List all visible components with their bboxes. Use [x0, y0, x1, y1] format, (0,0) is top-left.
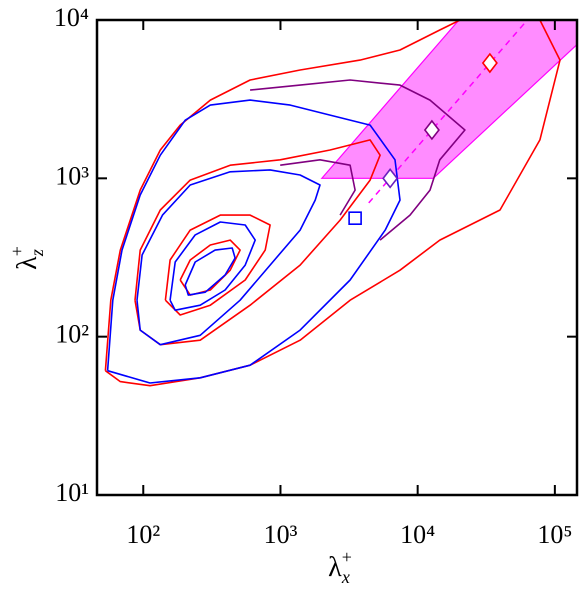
plot-area — [104, 20, 577, 387]
label-sup: + — [7, 246, 27, 256]
y-tick-label: 10¹ — [55, 478, 89, 507]
axes-frame — [95, 18, 579, 497]
contour-line — [280, 159, 356, 216]
ylabel-label: λ+z — [7, 246, 47, 270]
x-tick-label: 10⁴ — [400, 520, 435, 549]
square-marker — [348, 211, 362, 226]
contour-line — [250, 79, 466, 241]
x-tick-label: 10² — [126, 520, 160, 549]
diamond-marker — [481, 52, 498, 74]
x-tick-label: 10⁵ — [537, 520, 572, 549]
dashed-line — [368, 20, 528, 204]
label-sup: + — [342, 547, 352, 567]
label-sub: z — [27, 249, 47, 257]
contour-line — [106, 99, 401, 384]
diamond-marker — [382, 168, 399, 189]
contour-line — [134, 139, 381, 346]
x-tick-label: 10³ — [264, 520, 298, 549]
contour-line — [104, 20, 561, 387]
diamond-marker — [423, 119, 440, 141]
shaded-region — [320, 20, 577, 179]
contour-line — [169, 221, 256, 311]
contour-line — [136, 169, 321, 346]
contour-line — [184, 247, 236, 296]
label-base: λ — [12, 256, 43, 270]
y-tick-label: 10⁴ — [54, 3, 89, 32]
y-tick-label: 10³ — [55, 161, 89, 190]
label-sub: x — [341, 567, 350, 587]
contour-line — [164, 214, 271, 316]
y-tick-label: 10² — [55, 320, 89, 349]
xlabel-label: λ+ x — [328, 547, 352, 587]
label-base: λ — [328, 552, 342, 583]
